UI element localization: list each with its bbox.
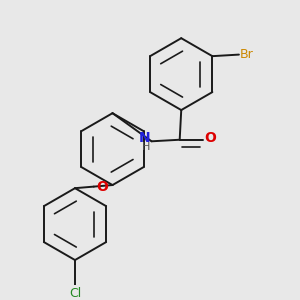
Text: Br: Br xyxy=(240,48,254,61)
Text: O: O xyxy=(205,131,217,145)
Text: Cl: Cl xyxy=(69,286,81,300)
Text: O: O xyxy=(96,180,108,194)
Text: H: H xyxy=(142,142,151,152)
Text: N: N xyxy=(139,130,151,145)
